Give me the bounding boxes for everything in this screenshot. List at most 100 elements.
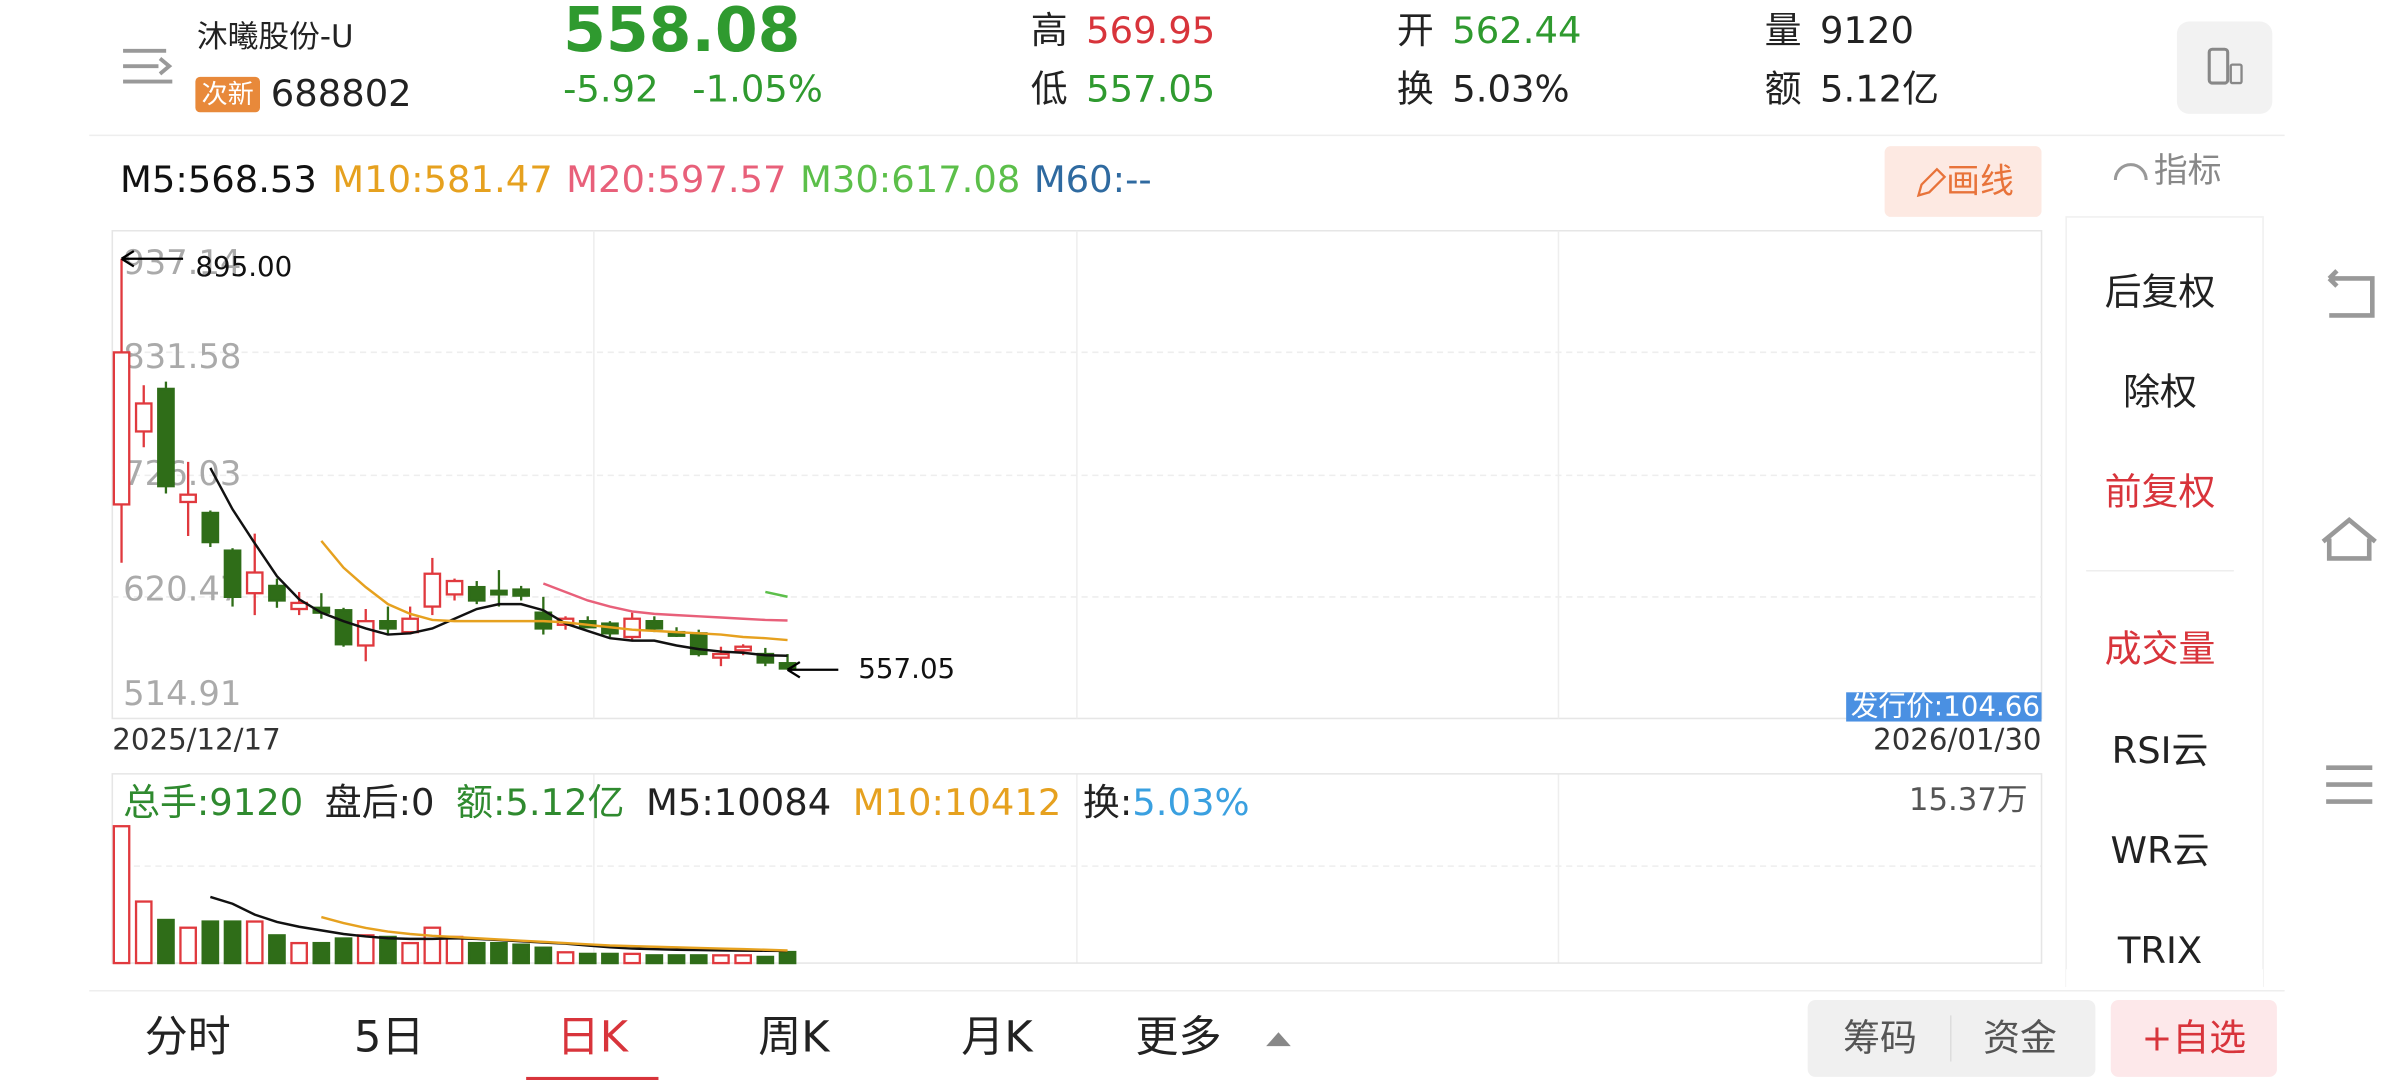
volume-bar [268, 934, 286, 965]
price-label: 726.03 [123, 454, 241, 493]
change: -5.92 [563, 67, 658, 110]
menu-icon[interactable] [123, 48, 173, 84]
quote-label: 额 [1765, 67, 1802, 110]
volume-bar [756, 955, 775, 965]
change-pct: -1.05% [692, 67, 823, 110]
menu-item[interactable]: RSI云 [2112, 729, 2209, 772]
tab[interactable]: 周K [758, 1013, 831, 1063]
high-label: 895.00 [195, 250, 292, 283]
candle-body [734, 645, 752, 652]
volume-legend: 换: [1083, 781, 1132, 824]
volume-bar [556, 951, 575, 965]
quote-label: 量 [1765, 9, 1802, 52]
candle-body [179, 493, 197, 504]
volume-bar [423, 926, 442, 965]
volume-bar [623, 952, 641, 965]
menu-item[interactable]: 后复权 [2105, 270, 2216, 313]
low-arrow [786, 661, 839, 679]
ma-legend: M30:617.08 [800, 158, 1020, 201]
ma-line [765, 590, 788, 598]
stock-name: 沐曦股份-U [197, 19, 354, 55]
candle-body [356, 620, 375, 647]
tab[interactable]: 分时 [145, 1013, 231, 1063]
tag: 次新 [202, 80, 254, 110]
ma-line [542, 582, 788, 622]
back-icon[interactable] [2327, 269, 2375, 318]
phone-icon [2229, 63, 2243, 85]
quote-value: 9120 [1820, 9, 1914, 52]
ma-legend: M5:568.53 [120, 158, 317, 201]
tab[interactable]: 更多 [1135, 1013, 1221, 1063]
volume-bar [312, 941, 331, 965]
grid [112, 230, 2042, 964]
candle-body [157, 387, 175, 488]
volume-bar [157, 918, 175, 965]
volume-legend: 额:5.12亿 [456, 781, 624, 824]
tab[interactable]: 5日 [354, 1013, 424, 1063]
nav-bar [2321, 269, 2377, 804]
candle-body [134, 402, 153, 433]
price-label: 937.14 [123, 243, 241, 282]
volume-bar [712, 954, 730, 965]
volume-bar [734, 954, 752, 965]
phone-icon [2207, 47, 2230, 85]
volume-bar [223, 920, 242, 965]
quote-value: 569.95 [1086, 9, 1215, 52]
candle-body [290, 601, 308, 611]
volume-panel [111, 773, 2043, 964]
quote-value: 5.12亿 [1820, 67, 1939, 110]
menu-item[interactable]: 前复权 [2105, 470, 2216, 513]
volume-legend: 5.03% [1132, 781, 1249, 824]
menu-fade [2066, 969, 2264, 991]
volume-bar [201, 920, 220, 965]
ma-line [209, 467, 788, 658]
watchlist-button[interactable]: +自选 [2141, 1016, 2246, 1059]
volume-bar [445, 935, 464, 965]
issue-price: 发行价:104.66 [1851, 690, 2040, 723]
high-arrow [120, 250, 184, 268]
volume-bar [245, 920, 264, 965]
volume-bar [512, 943, 530, 965]
candle-body [201, 511, 220, 544]
recent-icon[interactable] [2326, 765, 2373, 804]
tab[interactable]: 月K [961, 1013, 1034, 1063]
volume-bar [112, 825, 131, 965]
candle-body [490, 589, 508, 596]
watchlist-bg [2110, 1000, 2277, 1077]
quote-label: 换 [1397, 67, 1434, 110]
stock-code: 688802 [271, 72, 412, 115]
draw-label: 画线 [1946, 162, 2014, 201]
home-icon[interactable] [2321, 517, 2377, 561]
volume-bar [778, 950, 797, 965]
candle-body [112, 351, 131, 506]
indicator-button[interactable]: 指标 [2154, 151, 2222, 190]
volume-legend: M10:10412 [853, 781, 1062, 824]
menu-item[interactable]: 除权 [2123, 370, 2197, 413]
volume-legend: M5:10084 [646, 781, 831, 824]
landscape-button[interactable] [2176, 21, 2273, 114]
candle-body [334, 609, 353, 646]
quote-label: 低 [1031, 67, 1068, 110]
candle-body [645, 620, 664, 630]
volume-bar [689, 954, 708, 965]
candle-body [379, 620, 397, 630]
candle-body [445, 579, 464, 596]
draw-button[interactable] [1884, 146, 2042, 217]
candle-body [223, 549, 242, 598]
volume-bar [290, 941, 308, 965]
tab-underline [526, 1076, 659, 1080]
tab-active[interactable]: 日K [557, 1013, 630, 1063]
menu-item[interactable]: TRIX [2117, 929, 2202, 972]
volume-bar [667, 954, 686, 965]
volume-bar [645, 954, 664, 965]
x-tick-label: 2026/01/30 [1873, 723, 2041, 757]
funds-button[interactable]: 资金 [1983, 1016, 2057, 1059]
volume-bar [401, 941, 419, 965]
menu-item[interactable]: 成交量 [2105, 627, 2216, 670]
chips-button[interactable]: 筹码 [1843, 1016, 1917, 1059]
menu-item[interactable]: WR云 [2110, 829, 2209, 872]
volume-legend: 总手:9120 [123, 781, 303, 824]
candle-body [401, 617, 419, 634]
volume-max: 15.37万 [1909, 782, 2028, 818]
